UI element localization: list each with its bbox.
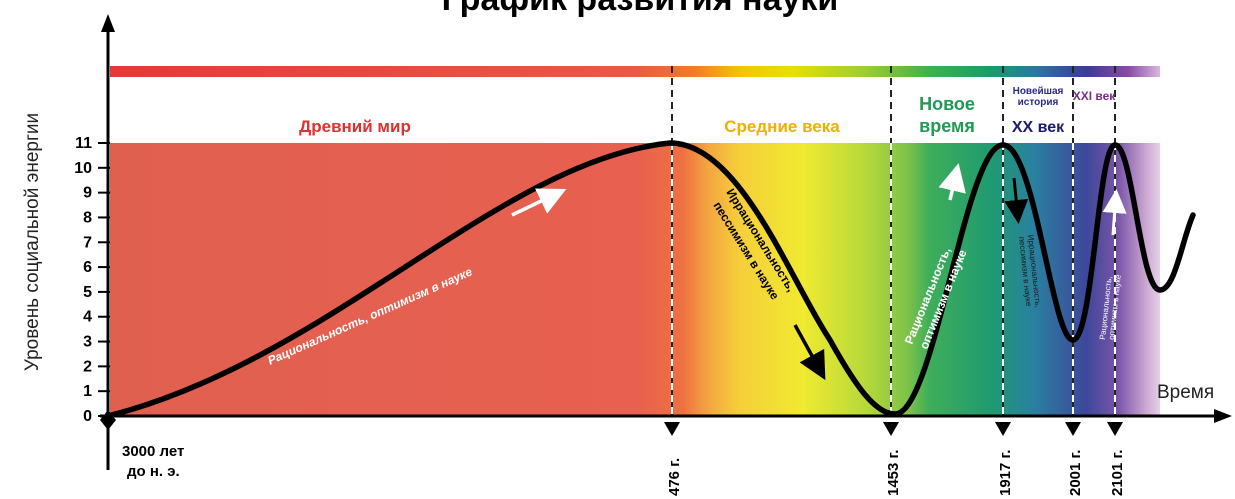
fall-arrow-icon xyxy=(793,324,826,381)
c20-fall-arrow-icon xyxy=(1004,177,1029,224)
y-tick-label: 6 xyxy=(83,259,92,276)
date-markers xyxy=(664,422,1123,436)
c21-rise-arrow-icon xyxy=(1102,189,1127,236)
date-label-1917: 1917 г. xyxy=(997,450,1014,496)
era-modern-label-line1: Новое xyxy=(919,94,975,114)
date-label-2101: 2101 г. xyxy=(1109,450,1126,496)
y-tick-label: 2 xyxy=(83,358,92,375)
era-medieval-label: Средние века xyxy=(724,117,840,136)
date-label-476: 476 г. xyxy=(666,458,683,496)
y-tick-label: 4 xyxy=(83,309,92,326)
y-tick-label: 10 xyxy=(74,160,92,177)
y-tick-label: 0 xyxy=(83,408,92,425)
era-color-bar xyxy=(110,66,1160,77)
date-label-2001: 2001 г. xyxy=(1067,450,1084,496)
x-axis-label: Время xyxy=(1157,382,1214,403)
y-tick-label: 5 xyxy=(83,284,92,301)
y-axis-label: Уровень социальной энергии xyxy=(22,113,43,371)
energy-field xyxy=(110,143,1160,416)
y-tick-label: 9 xyxy=(83,185,92,202)
y-tick-label: 3 xyxy=(83,334,92,351)
energy-curve xyxy=(105,140,1196,419)
y-axis-arrow-icon xyxy=(101,14,115,32)
modern-rise-arrow-icon xyxy=(938,163,966,201)
era-newest-small-line2: история xyxy=(1018,97,1059,108)
y-tick-label: 7 xyxy=(83,234,92,251)
y-tick-label: 11 xyxy=(75,135,92,152)
era-20th-century-label: XX век xyxy=(1012,119,1065,136)
y-tick-label: 1 xyxy=(83,383,92,400)
x-axis-arrow-icon xyxy=(1214,409,1232,423)
page-title: График развития науки xyxy=(442,0,839,18)
era-21st-century-label: XXI век xyxy=(1073,89,1117,103)
date-label-start-line2: до н. э. xyxy=(127,463,180,480)
date-label-start-line1: 3000 лет xyxy=(122,443,184,460)
start-point-marker xyxy=(100,410,116,430)
era-ancient-label: Древний мир xyxy=(299,117,411,136)
era-newest-small-line1: Новейшая xyxy=(1013,86,1064,97)
date-label-1453: 1453 г. xyxy=(885,450,902,496)
rise-arrow-icon xyxy=(511,188,567,217)
y-ticks: 0 1 2 3 4 5 6 7 8 9 10 11 xyxy=(74,135,110,425)
era-modern-label-line2: время xyxy=(919,116,975,136)
y-tick-label: 8 xyxy=(83,209,92,226)
